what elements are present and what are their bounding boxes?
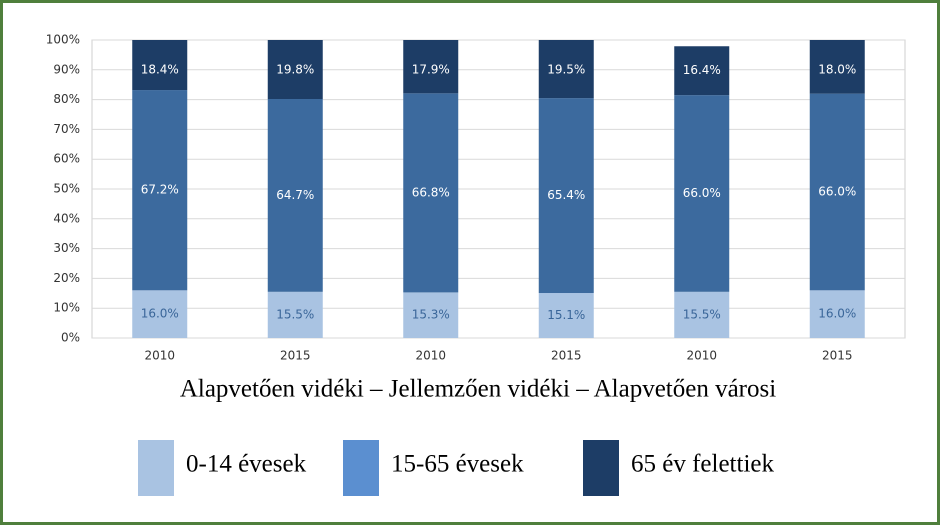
data-label: 66.8%: [412, 185, 450, 199]
x-tick-label: 2015: [551, 349, 582, 363]
data-label: 16.0%: [141, 307, 179, 321]
legend-swatch: [583, 440, 619, 496]
legend-swatch: [343, 440, 379, 496]
data-label: 67.2%: [141, 183, 179, 197]
legend-label: 0-14 évesek: [186, 451, 307, 478]
y-tick-label: 90%: [53, 62, 80, 76]
data-label: 65.4%: [547, 188, 585, 202]
bar-segment: [403, 292, 459, 338]
bar-segment: [538, 40, 594, 99]
y-tick-label: 80%: [53, 92, 80, 106]
x-tick-label: 2010: [144, 349, 175, 363]
bar-segment: [538, 98, 594, 294]
data-label: 18.4%: [141, 63, 179, 77]
y-tick-label: 10%: [53, 301, 80, 315]
bar-segment: [809, 93, 865, 291]
x-tick-label: 2010: [686, 349, 717, 363]
y-tick-label: 70%: [53, 122, 80, 136]
x-tick-label: 2015: [822, 349, 853, 363]
legend-swatch: [138, 440, 174, 496]
legend-label: 65 év felettiek: [631, 451, 774, 478]
data-label: 15.5%: [683, 307, 721, 321]
data-label: 66.0%: [818, 184, 856, 198]
data-label: 16.0%: [818, 307, 856, 321]
bar-segment: [809, 40, 865, 94]
bar-segment: [403, 93, 459, 293]
y-tick-label: 60%: [53, 152, 80, 166]
bar-segment: [132, 90, 188, 291]
bar-segment: [674, 95, 730, 292]
bar-segment: [403, 40, 459, 94]
bar-segment: [267, 40, 323, 100]
bar-segment: [674, 46, 730, 96]
data-label: 15.5%: [276, 307, 314, 321]
y-tick-label: 50%: [53, 182, 80, 196]
x-tick-label: 2015: [280, 349, 311, 363]
x-axis-title: Alapvetően vidéki – Jellemzően vidéki – …: [180, 376, 776, 403]
data-label: 17.9%: [412, 63, 450, 77]
data-label: 64.7%: [276, 188, 314, 202]
y-tick-label: 20%: [53, 271, 80, 285]
data-label: 15.1%: [547, 308, 585, 322]
y-tick-label: 30%: [53, 241, 80, 255]
y-tick-label: 40%: [53, 211, 80, 225]
data-label: 16.4%: [683, 63, 721, 77]
y-tick-label: 0%: [61, 331, 80, 345]
data-label: 66.0%: [683, 186, 721, 200]
bar-segment: [132, 290, 188, 338]
x-tick-label: 2010: [415, 349, 446, 363]
y-tick-label: 100%: [46, 33, 80, 47]
bar-segment: [267, 99, 323, 292]
data-label: 15.3%: [412, 308, 450, 322]
legend-label: 15-65 évesek: [391, 451, 524, 478]
bar-segment: [809, 290, 865, 338]
bar-segment: [267, 291, 323, 338]
data-label: 19.8%: [276, 63, 314, 77]
data-label: 18.0%: [818, 63, 856, 77]
bar-segment: [538, 293, 594, 338]
bar-segment: [674, 291, 730, 338]
bar-segment: [132, 40, 188, 91]
data-label: 19.5%: [547, 63, 585, 77]
